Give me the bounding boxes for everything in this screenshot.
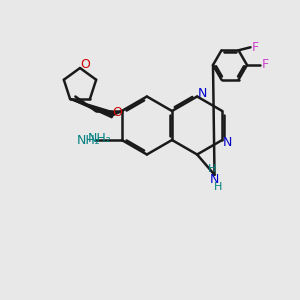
Text: N: N <box>223 136 232 148</box>
Text: N: N <box>210 173 219 186</box>
Text: NH₂: NH₂ <box>77 134 100 146</box>
Text: O: O <box>80 58 90 71</box>
Text: F: F <box>261 58 268 71</box>
Text: N: N <box>197 87 207 100</box>
Polygon shape <box>70 99 114 118</box>
Text: H: H <box>214 182 223 192</box>
Text: O: O <box>112 106 122 118</box>
Text: H: H <box>208 164 217 174</box>
Text: NH₂: NH₂ <box>88 131 112 145</box>
Text: F: F <box>252 41 259 54</box>
